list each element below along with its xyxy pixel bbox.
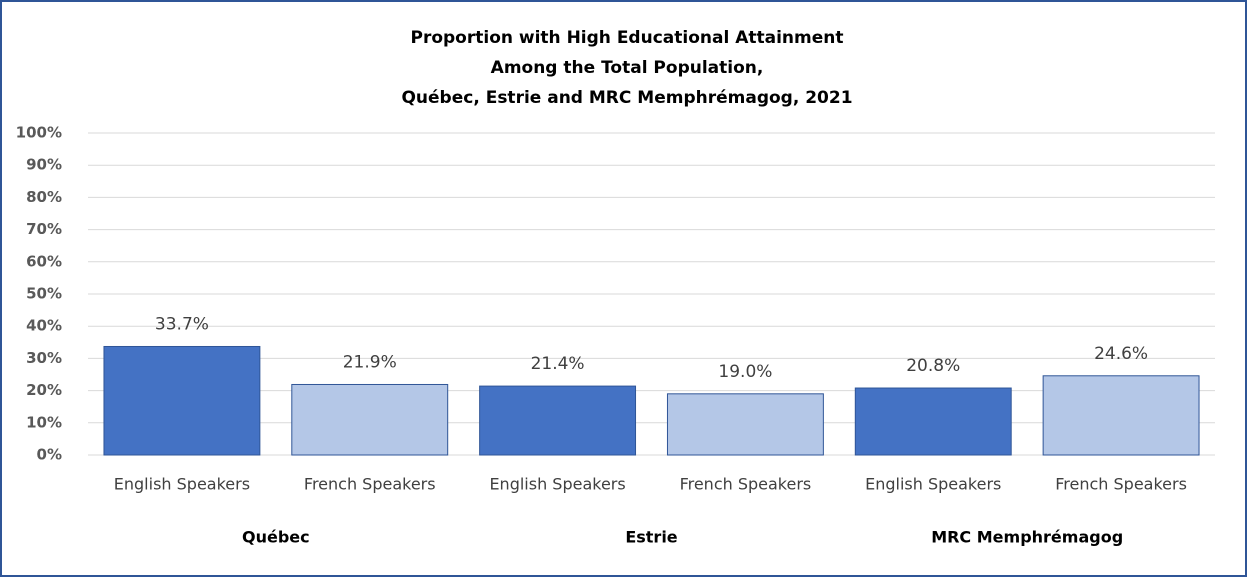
bar [1042,375,1200,456]
y-tick-label: 50% [26,285,62,303]
y-tick-label: 30% [26,349,62,367]
bar [854,387,1012,456]
data-label: 24.6% [1094,344,1148,364]
data-label: 21.9% [343,352,397,372]
chart-title: Proportion with High Educational Attainm… [410,28,843,48]
bar [479,385,637,456]
x-tick-label: English Speakers [865,475,1001,494]
data-label: 19.0% [718,362,772,382]
y-tick-label: 100% [16,124,62,142]
data-label: 21.4% [531,354,585,374]
group-label: Québec [242,528,310,547]
x-tick-label: English Speakers [114,475,250,494]
bar [103,345,261,456]
y-tick-label: 90% [26,156,62,174]
x-tick-label: French Speakers [1055,475,1187,494]
y-tick-label: 40% [26,317,62,335]
bar [291,383,449,456]
x-tick-label: French Speakers [304,475,436,494]
bar [666,393,824,456]
data-label: 20.8% [906,356,960,376]
chart-title: Among the Total Population, [491,58,764,78]
y-tick-label: 60% [26,252,62,270]
y-tick-label: 0% [37,446,62,464]
y-tick-label: 80% [26,188,62,206]
data-label: 33.7% [155,314,209,334]
y-tick-label: 10% [26,413,62,431]
chart-title: Québec, Estrie and MRC Memphrémagog, 202… [401,88,852,108]
y-tick-label: 70% [26,220,62,238]
y-tick-label: 20% [26,381,62,399]
group-label: Estrie [625,528,677,547]
group-label: MRC Memphrémagog [931,528,1123,547]
x-tick-label: English Speakers [489,475,625,494]
x-tick-label: French Speakers [680,475,812,494]
